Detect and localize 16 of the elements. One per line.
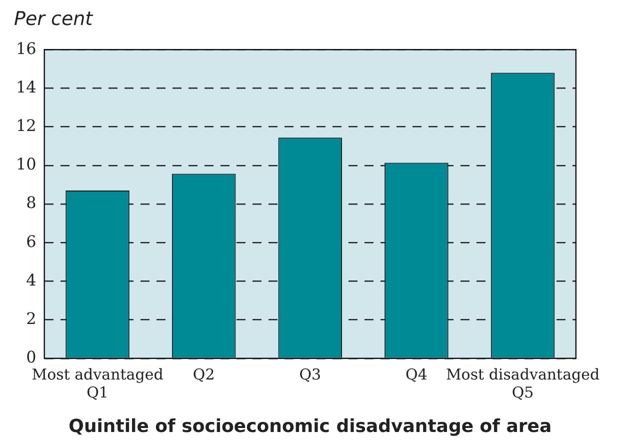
y-tick-label: 4 <box>26 270 36 290</box>
x-tick-label: Most disadvantaged Q5 <box>446 365 600 402</box>
y-tick-label: 16 <box>16 38 36 58</box>
y-tick-label: 12 <box>16 116 36 135</box>
y-tick-label: 14 <box>16 77 36 96</box>
y-tick-label: 10 <box>16 154 36 174</box>
y-tick-label: 2 <box>26 308 36 328</box>
x-tick-label: Q3 <box>299 365 322 384</box>
x-tick-label: Q4 <box>406 365 428 384</box>
x-tick-label: Q2 <box>192 365 215 384</box>
y-tick-label: 0 <box>26 348 36 367</box>
x-tick-label: Most advantaged Q1 <box>32 365 164 402</box>
y-tick-label: 6 <box>26 232 36 251</box>
x-axis-title: Quintile of socioeconomic disadvantage of area <box>68 416 552 437</box>
y-axis-title: Per cent <box>14 8 94 32</box>
y-tick-label: 8 <box>26 193 36 212</box>
